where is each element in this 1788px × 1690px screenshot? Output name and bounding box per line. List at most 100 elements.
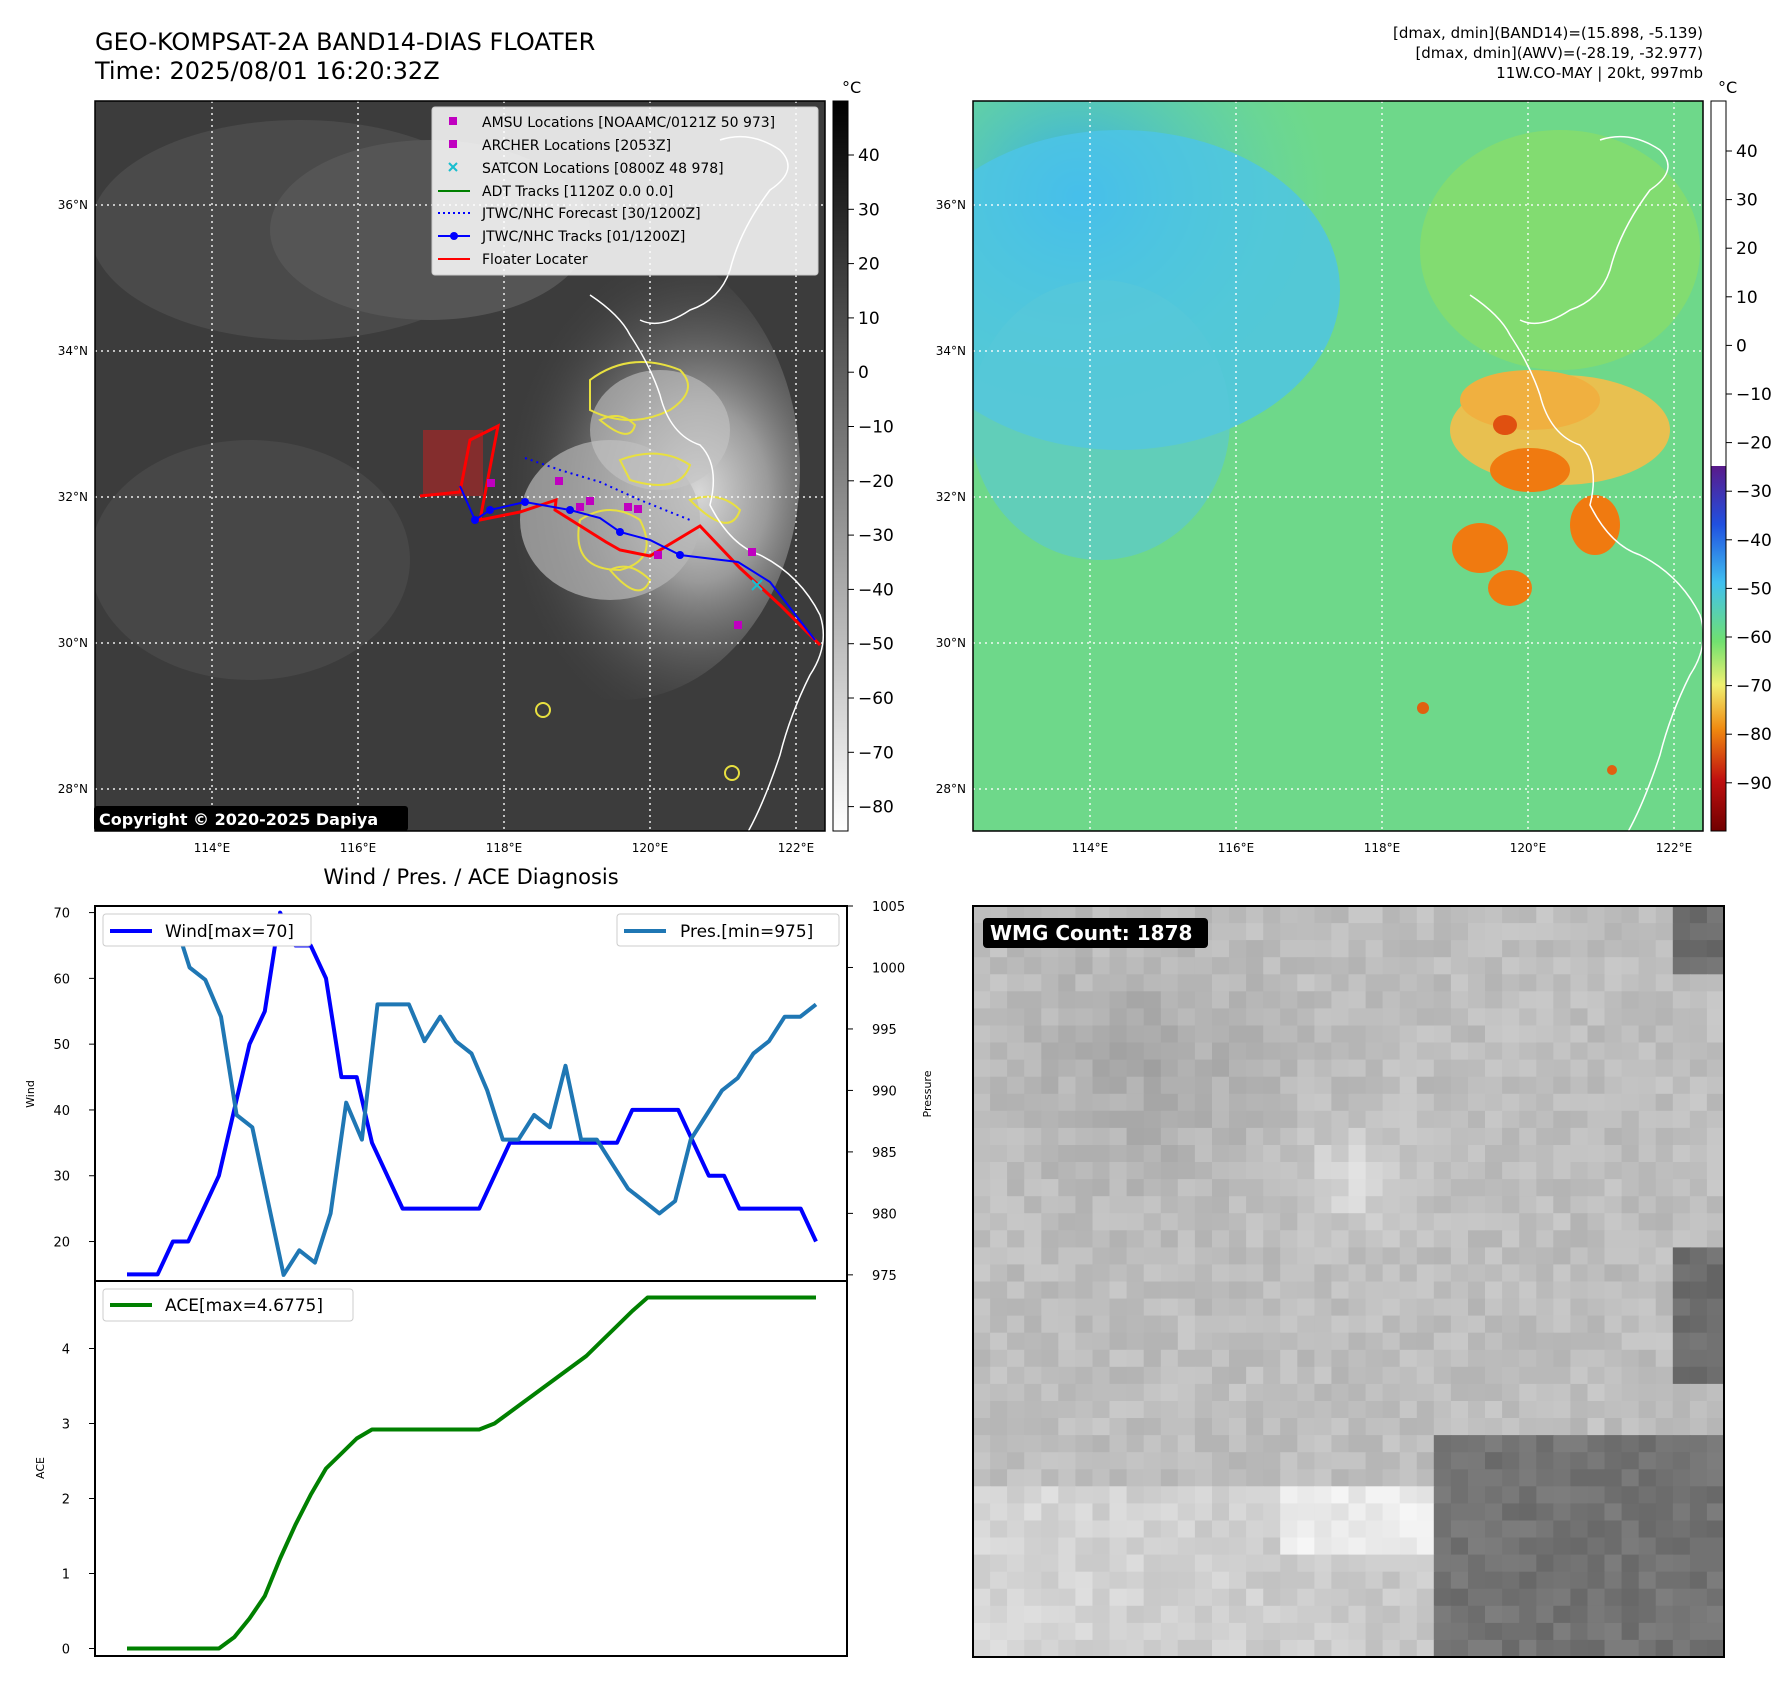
ir-lat-32: 32°N xyxy=(58,490,88,504)
wv-colorbar-tick-label: −20 xyxy=(1736,434,1772,454)
wv-lat-32: 32°N xyxy=(936,490,966,504)
wv-colorbar-tick-label: −10 xyxy=(1736,385,1772,405)
wind-tick-label: 40 xyxy=(53,1104,70,1119)
wind-tick-label: 30 xyxy=(53,1170,70,1185)
figure-title: GEO-KOMPSAT-2A BAND14-DIAS FLOATER xyxy=(95,28,595,56)
ir-colorbar-tick-label: −80 xyxy=(858,798,894,818)
wv-colorbar-tick-label: −40 xyxy=(1736,531,1772,551)
ir-colorbar-tick-label: −30 xyxy=(858,526,894,546)
ir-lat-36: 36°N xyxy=(58,198,88,212)
legend-best-track: JTWC/NHC Tracks [01/1200Z] xyxy=(481,229,685,245)
info-storm: 11W.CO-MAY | 20kt, 997mb xyxy=(1496,64,1703,82)
ir-colorbar-unit: °C xyxy=(842,78,861,97)
info-awv: [dmax, dmin](AWV)=(-28.19, -32.977) xyxy=(1415,44,1703,62)
wv-lon-120: 120°E xyxy=(1510,841,1547,855)
legend-amsu: AMSU Locations [NOAAMC/0121Z 50 973] xyxy=(482,115,775,131)
ir-colorbar-tick-label: 10 xyxy=(858,309,880,329)
diagnosis-title: Wind / Pres. / ACE Diagnosis xyxy=(323,865,618,889)
ir-lon-120: 120°E xyxy=(632,841,669,855)
ir-colorbar-tick-label: 40 xyxy=(858,146,880,166)
ace-tick-label: 2 xyxy=(62,1493,70,1508)
wv-map-panel xyxy=(972,100,1704,832)
wv-colorbar-tick-label: 30 xyxy=(1736,191,1758,211)
ir-colorbar-tick-label: 20 xyxy=(858,255,880,275)
ir-colorbar-tick-label: −50 xyxy=(858,635,894,655)
wv-colorbar-tick-label: 10 xyxy=(1736,288,1758,308)
ir-colorbar-tick-label: −40 xyxy=(858,580,894,600)
wv-colorbar-tick-label: −30 xyxy=(1736,482,1772,502)
ace-series-line xyxy=(127,1295,816,1651)
ir-colorbar-tick-label: −60 xyxy=(858,689,894,709)
wv-colorbar-tick-label: −70 xyxy=(1736,677,1772,697)
wind-tick-label: 60 xyxy=(53,972,70,987)
pressure-series-line xyxy=(127,916,818,1277)
wind-tick-label: 50 xyxy=(53,1038,70,1053)
wv-colorbar-tick-label: −60 xyxy=(1736,628,1772,648)
legend-ace: ACE[max=4.6775] xyxy=(165,1296,323,1316)
wv-colorbar-tick-label: 40 xyxy=(1736,142,1758,162)
ace-tick-label: 4 xyxy=(62,1343,70,1358)
ir-axis-labels: 114°E 116°E 118°E 120°E 122°E 36°N 34°N … xyxy=(58,198,815,855)
wv-colorbar-tick-label: −80 xyxy=(1736,725,1772,745)
ir-colorbar-tick-label: 30 xyxy=(858,200,880,220)
copyright-label: Copyright © 2020-2025 Dapiya xyxy=(99,810,378,829)
pressure-tick-label: 1005 xyxy=(872,900,905,915)
wind-tick-label: 70 xyxy=(53,907,70,922)
wind-tick-label: 20 xyxy=(53,1236,70,1251)
wv-lat-36: 36°N xyxy=(936,198,966,212)
ace-ylabel: ACE xyxy=(34,1457,47,1479)
wv-colorbar: °C 40 30 20 10 0 −10 −20 −30 −40 −50 −60 −70 −80 −90 xyxy=(1710,78,1772,832)
ir-colorbar-tick-label: 0 xyxy=(858,363,869,383)
wv-colorbar-tick-label: 20 xyxy=(1736,239,1758,259)
wv-axis-labels: 114°E 116°E 118°E 120°E 122°E 36°N 34°N … xyxy=(936,198,1693,855)
ir-lon-118: 118°E xyxy=(486,841,523,855)
legend-satcon: SATCON Locations [0800Z 48 978] xyxy=(482,161,724,177)
wv-lat-28: 28°N xyxy=(936,782,966,796)
wv-lon-122: 122°E xyxy=(1656,841,1693,855)
wmg-count-label: WMG Count: 1878 xyxy=(990,921,1192,945)
wv-colorbar-tick-label: −90 xyxy=(1736,774,1772,794)
jtwc-forecast-track xyxy=(524,457,691,521)
pressure-tick-label: 980 xyxy=(872,1207,897,1222)
wind-ylabel: Wind xyxy=(24,1080,37,1108)
legend-wind: Wind[max=70] xyxy=(165,922,294,942)
ir-map-panel: AMSU Locations [NOAAMC/0121Z 50 973] ARC… xyxy=(94,100,826,832)
legend-forecast: JTWC/NHC Forecast [30/1200Z] xyxy=(481,206,701,222)
figure-time: Time: 2025/08/01 16:20:32Z xyxy=(94,57,440,85)
info-band14: [dmax, dmin](BAND14)=(15.898, -5.139) xyxy=(1393,24,1703,42)
pressure-tick-label: 985 xyxy=(872,1146,897,1161)
pressure-tick-label: 1000 xyxy=(872,961,905,976)
ir-colorbar-tick-label: −20 xyxy=(858,472,894,492)
wv-colorbar-unit: °C xyxy=(1718,78,1737,97)
pressure-tick-label: 990 xyxy=(872,1084,897,1099)
pressure-ylabel: Pressure xyxy=(921,1070,934,1117)
floater-locater-track xyxy=(419,423,822,647)
pressure-tick-label: 975 xyxy=(872,1269,897,1284)
ir-lon-114: 114°E xyxy=(194,841,231,855)
wind-pressure-chart: Wind Pressure 20 30 40 50 60 70 975 980 985 990 9… xyxy=(24,900,934,1284)
ir-lon-122: 122°E xyxy=(778,841,815,855)
ir-legend: AMSU Locations [NOAAMC/0121Z 50 973] ARC… xyxy=(431,106,819,276)
pressure-tick-label: 995 xyxy=(872,1023,897,1038)
wv-lon-116: 116°E xyxy=(1218,841,1255,855)
wv-lon-118: 118°E xyxy=(1364,841,1401,855)
ir-lon-116: 116°E xyxy=(340,841,377,855)
legend-archer: ARCHER Locations [2053Z] xyxy=(482,138,671,154)
wind-series-line xyxy=(127,910,818,1277)
ir-colorbar-tick-label: −10 xyxy=(858,418,894,438)
floater-box xyxy=(423,430,483,496)
legend-floater: Floater Locater xyxy=(482,252,588,268)
legend-adt: ADT Tracks [1120Z 0.0 0.0] xyxy=(482,184,673,200)
wv-lat-30: 30°N xyxy=(936,636,966,650)
wv-lat-34: 34°N xyxy=(936,344,966,358)
legend-pressure: Pres.[min=975] xyxy=(680,922,813,942)
ace-tick-label: 3 xyxy=(62,1418,70,1433)
ir-colorbar: °C 40 30 20 10 0 −10 −20 −30 −40 −50 −60 −70 −80 xyxy=(832,78,894,832)
ace-chart: ACE 0 1 2 3 4 ACE[max=4.6775] xyxy=(34,1280,848,1658)
ir-colorbar-tick-label: −70 xyxy=(858,743,894,763)
wv-colorbar-tick-label: 0 xyxy=(1736,336,1747,356)
ir-lat-30: 30°N xyxy=(58,636,88,650)
wv-lon-114: 114°E xyxy=(1072,841,1109,855)
ir-lat-34: 34°N xyxy=(58,344,88,358)
